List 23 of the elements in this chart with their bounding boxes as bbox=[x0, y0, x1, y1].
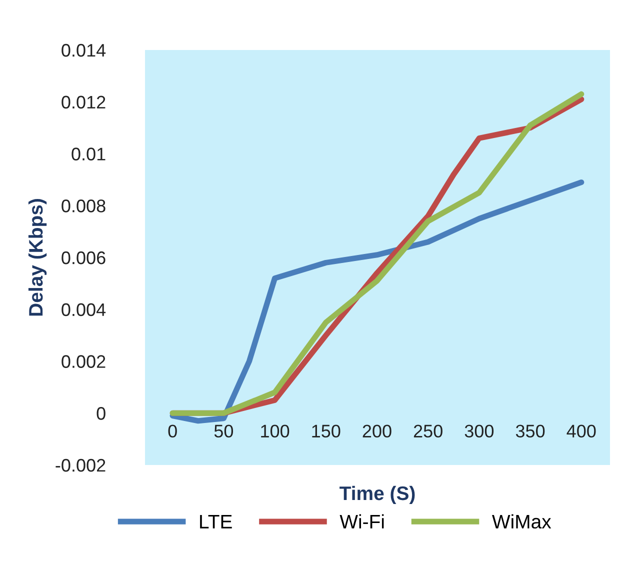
y-tick-label: 0.008 bbox=[62, 200, 106, 212]
x-tick-label: 150 bbox=[312, 424, 340, 438]
x-tick-label: 200 bbox=[362, 424, 392, 438]
y-tick-label: 0.01 bbox=[72, 148, 106, 160]
legend-label: Wi-Fi bbox=[340, 514, 384, 528]
y-tick-label: 0.012 bbox=[62, 96, 106, 109]
y-tick-label: -0.002 bbox=[56, 458, 106, 472]
y-tick-label: 0.004 bbox=[62, 303, 106, 316]
legend-label: WiMax bbox=[492, 514, 552, 529]
y-tick-label: 0.014 bbox=[62, 44, 106, 57]
y-tick-label: 0 bbox=[96, 407, 106, 420]
x-axis-title: Time (S) bbox=[340, 486, 415, 504]
x-tick-label: 0 bbox=[168, 424, 177, 438]
x-tick-label: 300 bbox=[464, 424, 494, 438]
x-tick-label: 350 bbox=[516, 424, 545, 438]
legend-label: LTE bbox=[200, 514, 232, 528]
x-tick-label: 400 bbox=[566, 424, 596, 438]
y-axis-title: Delay (Kbps) bbox=[28, 199, 47, 316]
x-tick-label: 100 bbox=[261, 424, 290, 438]
y-tick-label: 0.006 bbox=[62, 251, 106, 264]
x-tick-label: 50 bbox=[214, 424, 234, 438]
y-tick-label: 0.002 bbox=[62, 355, 106, 368]
x-tick-label: 250 bbox=[414, 424, 442, 438]
